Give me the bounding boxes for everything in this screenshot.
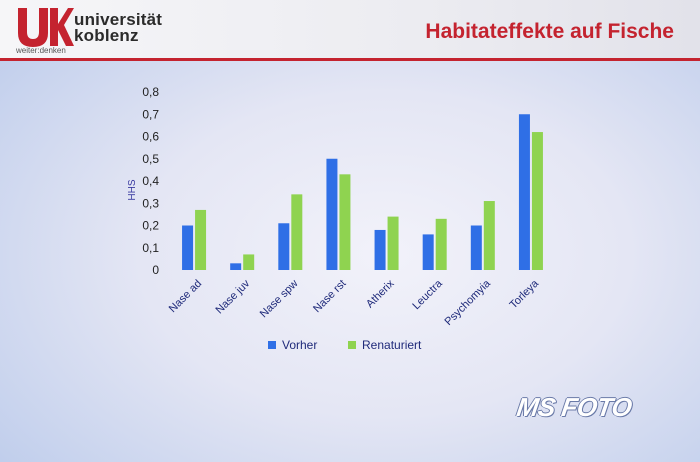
logo-tagline: weiter:denken (16, 46, 66, 55)
bar-renaturiert (243, 254, 255, 270)
y-tick-label: 0 (152, 263, 159, 277)
legend-label: Vorher (282, 338, 317, 352)
bar-renaturiert (195, 209, 207, 270)
y-axis-label: HHS (127, 179, 138, 200)
x-tick-label: Nase spw (258, 278, 301, 321)
x-tick-label: Nase ad (167, 278, 204, 315)
y-tick-label: 0,6 (142, 130, 159, 144)
x-tick-label: Psychomyia (443, 277, 494, 328)
bar-vorher (374, 229, 386, 270)
logo-name-line1: universität (74, 10, 163, 29)
x-tick-label: Nase juv (214, 277, 253, 316)
bar-vorher (422, 234, 434, 270)
uk-logo-mark-icon (18, 8, 74, 47)
slide-header (0, 0, 700, 58)
y-tick-label: 0,1 (142, 241, 159, 255)
logo-wordmark: universität koblenz (74, 10, 163, 45)
x-tick-label: Leuctra (410, 277, 445, 312)
header-divider (0, 58, 700, 61)
bar-renaturiert (387, 216, 399, 270)
bar-vorher (182, 225, 194, 270)
slide-title: Habitateffekte auf Fische (425, 20, 674, 43)
university-logo: universität koblenz weiter:denken (12, 6, 202, 55)
bar-vorher (518, 114, 530, 270)
bar-vorher (470, 225, 482, 270)
bar-vorher (230, 263, 242, 270)
y-tick-label: 0,3 (142, 196, 159, 210)
logo-name-line2: koblenz (74, 26, 139, 45)
bar-vorher (326, 158, 338, 270)
photographer-watermark: MS FOTO (514, 392, 634, 422)
legend-label: Renaturiert (362, 338, 422, 352)
y-tick-label: 0,5 (142, 152, 159, 166)
bar-renaturiert (531, 132, 543, 270)
bar-renaturiert (435, 218, 447, 270)
bar-renaturiert (483, 201, 495, 270)
y-tick-label: 0,2 (142, 219, 159, 233)
x-tick-label: Torleya (507, 277, 541, 311)
y-tick-label: 0,7 (142, 107, 159, 121)
legend-swatch (348, 341, 356, 349)
x-tick-label: Nase rst (311, 278, 348, 315)
bar-renaturiert (291, 194, 303, 270)
y-tick-label: 0,4 (142, 174, 159, 188)
x-tick-label: Atherix (364, 277, 397, 310)
y-tick-label: 0,8 (142, 85, 159, 99)
bar-vorher (278, 223, 290, 270)
legend-swatch (268, 341, 276, 349)
bar-renaturiert (339, 174, 351, 270)
